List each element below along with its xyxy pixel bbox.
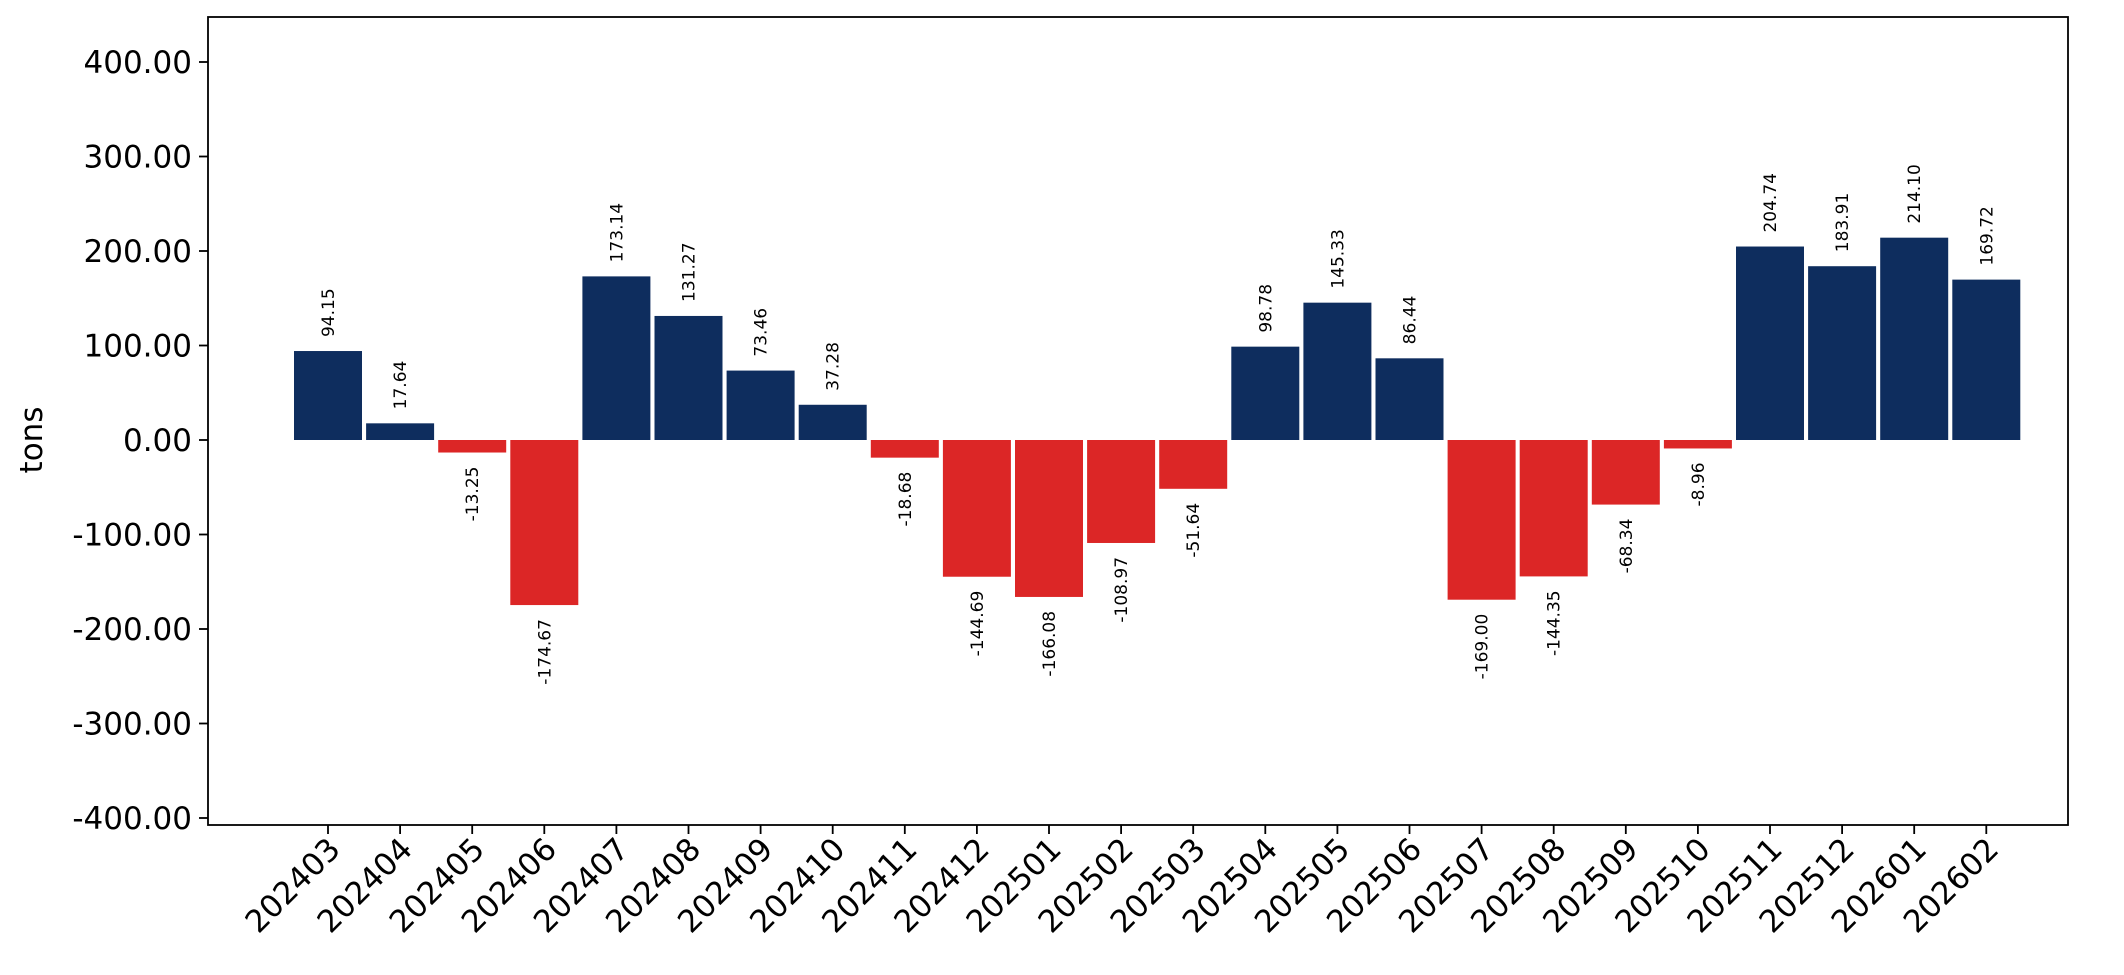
- bar: [510, 440, 579, 606]
- bar: [1952, 279, 2021, 440]
- bar-value-label: -174.67: [535, 619, 555, 685]
- bar-value-label: -8.96: [1689, 462, 1709, 506]
- bar-value-label: 131.27: [680, 242, 700, 301]
- y-axis: 400.00 300.00 200.00 100.00 0.00 -100.00 -200.…: [72, 45, 208, 837]
- bar: [1591, 440, 1660, 505]
- bar-value-label: 173.14: [607, 203, 627, 262]
- bar-value-label: 183.91: [1833, 193, 1853, 252]
- bar-value-label: 37.28: [824, 342, 844, 391]
- bar: [1231, 346, 1300, 440]
- bar-value-label: -169.00: [1473, 614, 1493, 680]
- bar-value-label: 169.72: [1977, 206, 1997, 265]
- bar-value-label: 86.44: [1401, 296, 1421, 345]
- y-tick-label: -300.00: [72, 707, 192, 743]
- bar: [1015, 440, 1083, 597]
- bar: [1447, 440, 1516, 600]
- bar: [1159, 440, 1228, 489]
- bar: [1087, 440, 1156, 543]
- y-axis-title: tons: [14, 407, 50, 474]
- bar-value-label: 94.15: [319, 288, 339, 337]
- bar: [1880, 237, 1949, 440]
- bar: [1808, 266, 1877, 440]
- bar: [654, 315, 723, 440]
- bar: [1519, 440, 1588, 577]
- bar-value-label: -166.08: [1040, 611, 1060, 677]
- plot-frame: [207, 16, 2069, 826]
- bar: [366, 423, 435, 440]
- bars-group: [294, 237, 2021, 606]
- y-tick-label: 200.00: [84, 234, 192, 270]
- bar-value-label: -13.25: [463, 467, 483, 522]
- x-axis: 2024032024042024052024062024072024082024…: [239, 825, 2006, 940]
- y-tick-label: 300.00: [84, 140, 192, 176]
- bar: [942, 440, 1011, 577]
- bar: [294, 351, 362, 440]
- bar-labels-group: 94.15 17.64 -13.25 -174.67 173.14 131.27 73.46…: [319, 164, 1997, 684]
- bar-value-label: -68.34: [1617, 519, 1637, 574]
- bar-value-label: 73.46: [752, 308, 772, 357]
- y-tick-label: -100.00: [72, 518, 192, 554]
- bar: [870, 440, 939, 458]
- y-tick-label: 100.00: [84, 329, 192, 365]
- bar-value-label: -51.64: [1184, 503, 1204, 558]
- bar-value-label: 145.33: [1328, 229, 1348, 288]
- bar-value-label: 204.74: [1761, 173, 1781, 232]
- bar: [1375, 358, 1444, 440]
- bar: [438, 440, 507, 453]
- bar-value-label: -144.35: [1545, 590, 1565, 656]
- bar-value-label: 17.64: [391, 361, 411, 410]
- bar: [1303, 302, 1372, 440]
- y-tick-label: 400.00: [84, 45, 192, 81]
- bar: [1736, 246, 1804, 440]
- bar: [798, 404, 867, 440]
- bar-value-label: -144.69: [968, 591, 988, 657]
- y-tick-label: -400.00: [72, 801, 192, 837]
- y-tick-label: -200.00: [72, 612, 192, 648]
- bar-value-label: -18.68: [896, 472, 916, 527]
- bar: [1663, 440, 1732, 449]
- bar-value-label: -108.97: [1112, 557, 1132, 623]
- bar: [726, 370, 795, 440]
- bar: [582, 276, 651, 440]
- y-tick-label: 0.00: [123, 423, 192, 459]
- bar-value-label: 214.10: [1905, 164, 1925, 223]
- bar-value-label: 98.78: [1256, 284, 1276, 333]
